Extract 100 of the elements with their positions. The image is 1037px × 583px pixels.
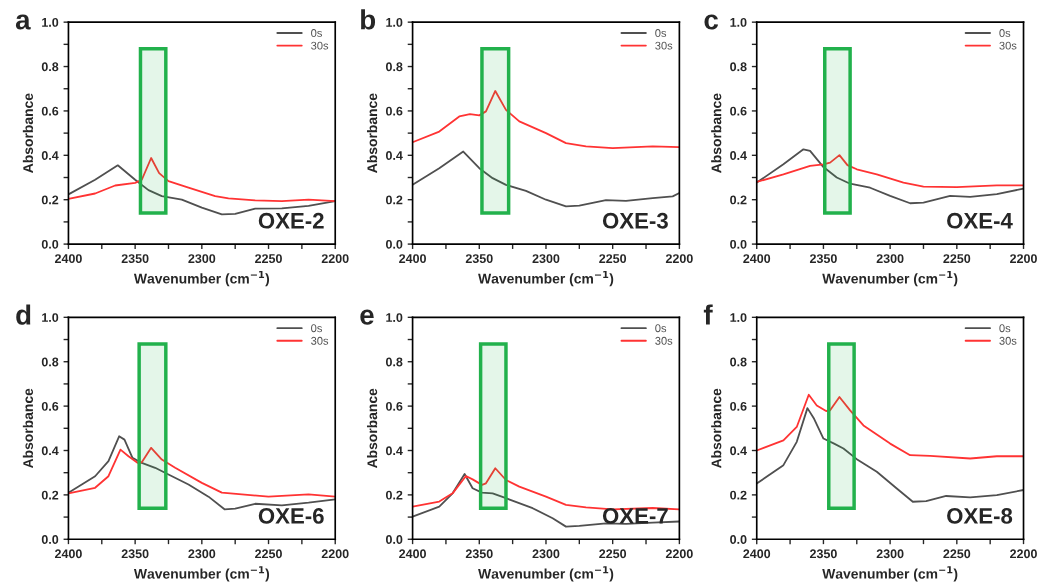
x-axis-title: Wavenumber (cm$^{−1}$): [133, 271, 270, 287]
x-tick-label: 2250: [599, 254, 627, 263]
annotation: OXE-7: [602, 508, 668, 524]
x-tick-label: 2400: [399, 254, 426, 263]
x-tick-label: 2350: [465, 549, 493, 559]
chart-title: f: [703, 304, 713, 325]
legend-label: 30s: [999, 41, 1017, 50]
x-tick-label: 2400: [743, 549, 771, 559]
legend-label: 0s: [999, 29, 1011, 37]
y-tick-label: 0.0: [41, 239, 59, 249]
x-tick-label: 2300: [532, 549, 560, 559]
y-axis-title: Absorbance: [22, 93, 34, 173]
y-tick-label: 1.0: [730, 17, 747, 27]
y-tick-label: 0.8: [41, 357, 59, 367]
y-tick-label: 0.0: [385, 535, 403, 544]
legend-label: 30s: [655, 336, 673, 345]
annotation: OXE-2: [258, 212, 324, 229]
y-tick-label: 1.0: [730, 313, 747, 322]
y-tick-label: 0.6: [385, 106, 403, 116]
chart-title: c: [704, 14, 719, 30]
y-tick-label: 0.0: [385, 239, 403, 249]
annotation: OXE-8: [947, 508, 1013, 524]
line-series: [756, 407, 1024, 503]
x-tick-label: 2400: [399, 549, 426, 559]
y-tick-label: 0.2: [385, 490, 403, 500]
x-axis-title: Wavenumber (cm$^{−1}$): [478, 566, 614, 582]
y-axis-title: Absorbance: [366, 388, 378, 469]
chart-title: d: [16, 304, 31, 325]
y-axis-title: Absorbance: [366, 93, 378, 173]
legend-label: 30s: [311, 41, 329, 50]
line-series: [756, 154, 1024, 188]
y-tick-label: 0.2: [41, 490, 59, 500]
line-series: [756, 393, 1024, 460]
legend-label: 30s: [655, 41, 673, 50]
y-tick-label: 0.6: [41, 106, 59, 116]
y-tick-label: 0.4: [730, 151, 747, 160]
x-tick-label: 2200: [665, 549, 693, 559]
x-tick-label: 2350: [809, 549, 837, 559]
y-tick-label: 0.2: [41, 195, 59, 205]
x-tick-label: 2250: [599, 549, 627, 559]
y-tick-label: 0.6: [730, 401, 747, 411]
y-tick-label: 0.2: [385, 195, 403, 205]
x-tick-label: 2400: [54, 254, 82, 263]
legend-label: 0s: [655, 29, 667, 37]
chart-title: b: [361, 9, 376, 30]
x-tick-label: 2350: [121, 254, 149, 264]
y-tick-label: 0.6: [385, 401, 403, 411]
y-tick-label: 0.8: [385, 357, 403, 367]
x-axis-title: Wavenumber (cm$^{−1}$): [822, 566, 958, 582]
line-series: [412, 473, 680, 528]
y-tick-label: 0.8: [41, 62, 59, 72]
legend-label: 0s: [311, 29, 322, 37]
x-tick-label: 2200: [665, 254, 693, 263]
x-tick-label: 2250: [255, 254, 282, 263]
y-tick-label: 1.0: [42, 313, 59, 322]
x-tick-label: 2300: [188, 549, 216, 559]
y-tick-label: 0.0: [730, 239, 747, 249]
legend-label: 0s: [311, 324, 322, 333]
y-tick-label: 0.2: [730, 195, 747, 205]
y-tick-label: 1.0: [42, 17, 59, 27]
line-series: [756, 148, 1024, 205]
x-tick-label: 2250: [943, 549, 971, 559]
x-tick-label: 2350: [465, 254, 493, 264]
y-tick-label: 0.0: [730, 535, 747, 544]
annotation: OXE-4: [947, 212, 1013, 229]
line-series: [412, 150, 680, 208]
x-tick-label: 2300: [876, 549, 904, 559]
x-axis-title: Wavenumber (cm$^{−1}$): [133, 566, 270, 582]
y-tick-label: 0.8: [730, 62, 747, 72]
line-series: [68, 157, 336, 202]
y-tick-label: 0.8: [385, 62, 403, 72]
y-tick-label: 1.0: [386, 313, 403, 322]
legend-label: 0s: [655, 324, 667, 333]
y-tick-label: 0.6: [730, 106, 747, 116]
y-tick-label: 0.0: [41, 535, 59, 544]
annotation: OXE-6: [258, 508, 324, 524]
x-tick-label: 2350: [809, 254, 837, 264]
legend-label: 0s: [999, 324, 1011, 333]
legend-label: 30s: [311, 336, 329, 345]
x-tick-label: 2200: [1010, 254, 1037, 263]
chart-title: e: [360, 309, 374, 325]
x-tick-label: 2300: [532, 254, 560, 264]
annotation: OXE-3: [602, 212, 668, 229]
legend-label: 30s: [999, 336, 1017, 345]
x-tick-label: 2400: [54, 549, 82, 559]
x-tick-label: 2250: [943, 254, 971, 263]
x-tick-label: 2300: [876, 254, 904, 264]
y-tick-label: 0.4: [41, 151, 59, 160]
x-tick-label: 2200: [321, 549, 349, 559]
y-axis-title: Absorbance: [711, 93, 722, 173]
x-tick-label: 2200: [1010, 549, 1037, 559]
y-tick-label: 0.4: [385, 446, 403, 456]
y-tick-label: 0.8: [730, 357, 747, 367]
y-tick-label: 1.0: [386, 17, 403, 27]
x-tick-label: 2250: [255, 549, 282, 559]
y-tick-label: 0.2: [730, 490, 747, 500]
y-tick-label: 0.4: [41, 446, 59, 456]
line-series: [412, 90, 680, 150]
y-tick-label: 0.4: [385, 151, 403, 160]
x-tick-label: 2300: [188, 254, 216, 264]
